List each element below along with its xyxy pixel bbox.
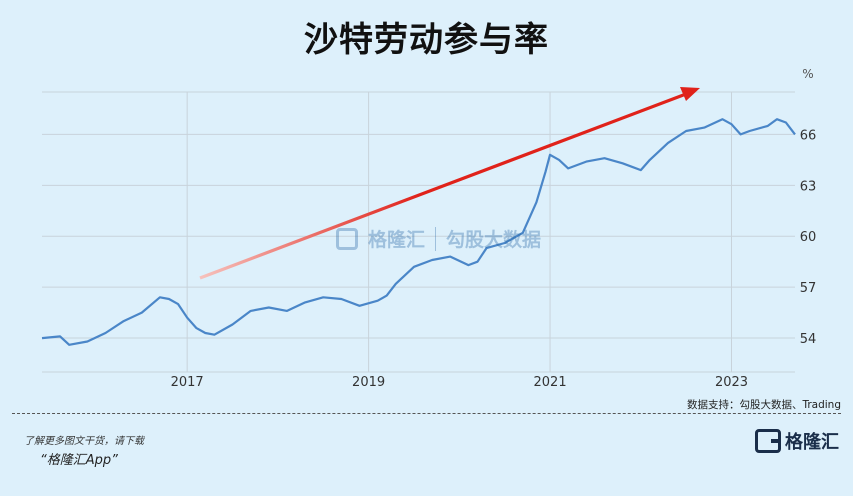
footer-app-name: “格隆汇App” [40, 453, 118, 468]
y-axis-unit: % [802, 67, 813, 81]
trend-arrow [199, 87, 700, 280]
brand-logo-icon [755, 429, 781, 453]
x-tick-label: 2021 [534, 375, 567, 390]
brand-name: 格隆汇 [785, 432, 839, 453]
y-tick-label: 54 [800, 332, 817, 347]
watermark-separator [435, 226, 437, 251]
watermark-product: 勾股大数据 [446, 229, 542, 251]
footer-divider [12, 413, 841, 414]
grid-lines [42, 91, 795, 373]
y-tick-label: 66 [800, 128, 817, 143]
y-tick-label: 63 [800, 179, 817, 194]
series-line [41, 118, 796, 346]
y-axis-ticks: 54 57 60 63 66 [800, 128, 817, 347]
x-axis-ticks: 2017 2019 2021 2023 [171, 375, 748, 390]
x-tick-label: 2017 [171, 375, 204, 390]
brand-logo: 格隆汇 [755, 428, 839, 454]
x-tick-label: 2019 [352, 375, 385, 390]
watermark: 格隆汇 勾股大数据 [336, 225, 541, 252]
x-tick-label: 2023 [715, 375, 748, 390]
footer-promo-line: 了解更多图文干货，请下载 [24, 436, 144, 447]
chart-title: 沙特劳动参与率 [304, 20, 549, 60]
y-tick-label: 57 [800, 281, 817, 296]
watermark-brand: 格隆汇 [368, 229, 426, 251]
data-source: 数据支持：勾股大数据、Trading [686, 399, 841, 411]
y-tick-label: 60 [800, 230, 817, 245]
watermark-logo-icon [336, 227, 358, 250]
